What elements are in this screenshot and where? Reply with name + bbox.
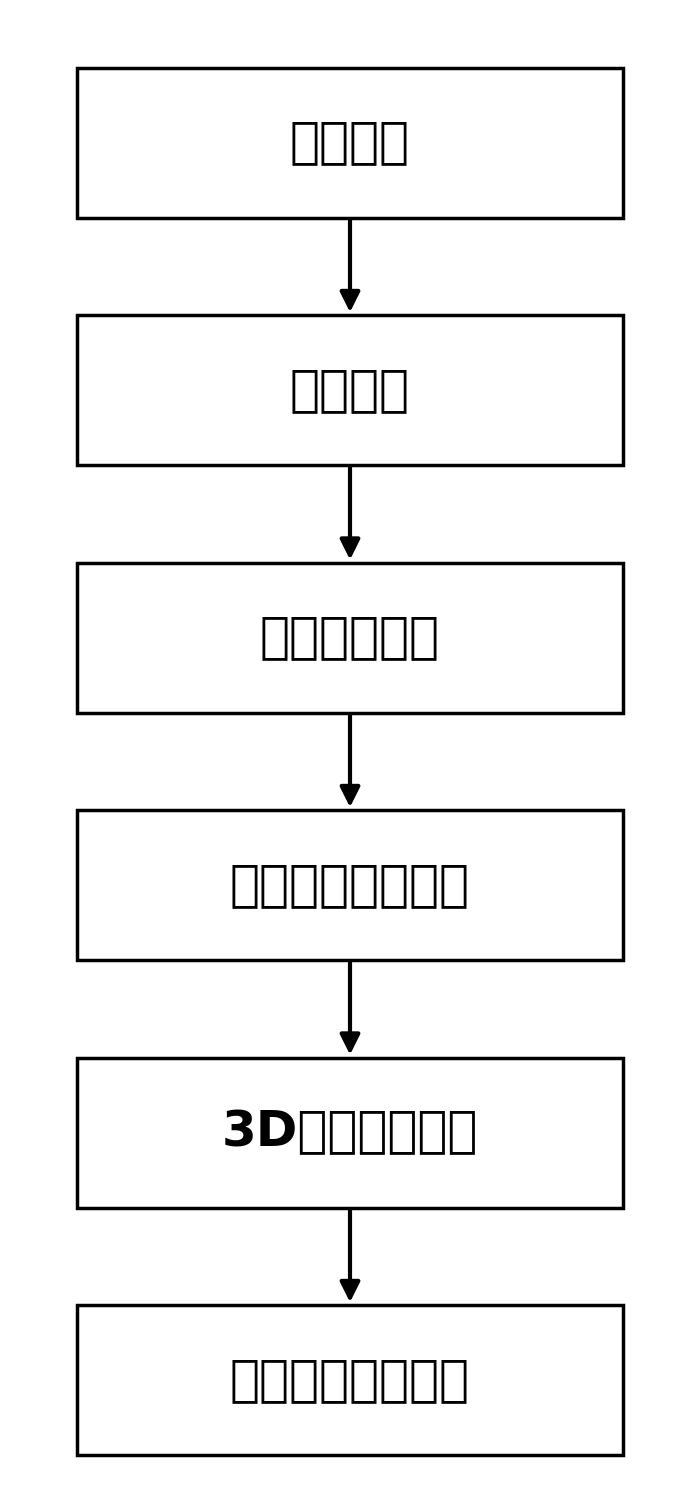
Text: 设计制作展示底座: 设计制作展示底座 — [230, 861, 470, 909]
Text: 确定缩放比例: 确定缩放比例 — [260, 614, 440, 662]
Bar — [77, 315, 623, 465]
Text: 按照进度放置构件: 按照进度放置构件 — [230, 1356, 470, 1404]
Text: 简化模型: 简化模型 — [290, 366, 410, 414]
Bar — [77, 1058, 623, 1208]
Bar — [77, 810, 623, 960]
Bar — [77, 68, 623, 218]
Bar — [77, 562, 623, 712]
Text: 3D打印工程构件: 3D打印工程构件 — [222, 1108, 478, 1156]
Bar — [77, 1305, 623, 1455]
Text: 建立模型: 建立模型 — [290, 118, 410, 166]
